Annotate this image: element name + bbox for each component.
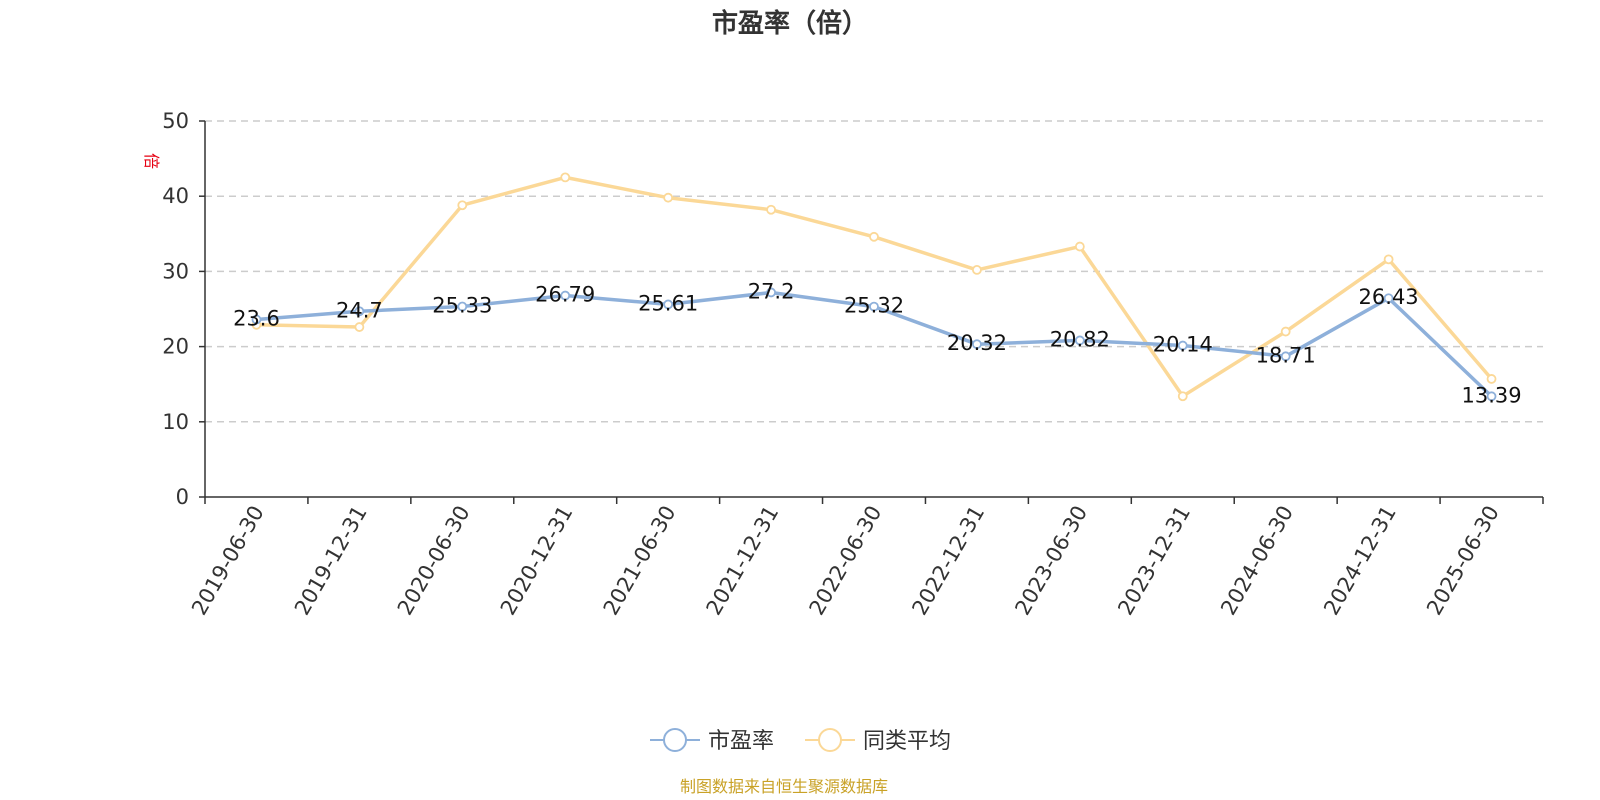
- data-label: 18.71: [1256, 343, 1316, 367]
- legend: 市盈率 同类平均: [650, 728, 951, 754]
- data-label: 25.61: [638, 291, 698, 315]
- y-tick-label: 30: [162, 259, 189, 283]
- data-point: [766, 287, 776, 298]
- data-label: 20.14: [1153, 333, 1213, 357]
- data-point: [663, 192, 674, 203]
- data-point: [560, 172, 571, 183]
- x-tick-label: 2021-06-30: [599, 502, 681, 620]
- data-point: [1383, 254, 1394, 265]
- y-tick-label: 40: [162, 184, 189, 208]
- gridlines: [205, 120, 1543, 423]
- x-tick-label: 2021-12-31: [702, 502, 784, 620]
- data-point: [1280, 351, 1291, 362]
- x-tick-label: 2022-12-31: [907, 502, 989, 620]
- x-tick-label: 2025-06-30: [1422, 502, 1504, 620]
- x-tick-label: 2023-06-30: [1010, 502, 1092, 620]
- data-point: [972, 264, 982, 275]
- y-tick-label: 50: [162, 109, 189, 133]
- source-note: 制图数据来自恒生聚源数据库: [680, 777, 888, 796]
- y-tick-label: 0: [176, 485, 189, 509]
- legend-label: 市盈率: [708, 729, 774, 754]
- data-point: [457, 301, 468, 312]
- x-tick-label: 2024-12-31: [1319, 502, 1401, 620]
- data-point: [663, 299, 674, 310]
- axes: 0 10 20 30 40 50 2019-06-30 2019-12-31 2020-06-3…: [162, 109, 1544, 620]
- data-label: 26.43: [1359, 285, 1419, 309]
- data-point: [354, 322, 365, 332]
- x-tick-label: 2020-12-31: [496, 502, 578, 620]
- data-point: [1486, 391, 1497, 402]
- legend-swatch-marker: [663, 728, 687, 752]
- x-tick-label: 2024-06-30: [1216, 502, 1298, 620]
- data-label: 25.32: [844, 294, 904, 318]
- data-point: [766, 204, 776, 215]
- chart-title: 市盈率（倍）: [712, 8, 868, 39]
- data-label: 26.79: [535, 283, 595, 307]
- data-point: [1486, 374, 1497, 384]
- data-point: [354, 306, 365, 317]
- data-point: [1280, 326, 1291, 337]
- data-point: [251, 314, 262, 325]
- y-axis-unit-label: 倍: [142, 153, 161, 169]
- x-tick-label: 2020-06-30: [393, 502, 475, 620]
- data-label: 13.39: [1461, 383, 1521, 407]
- data-label: 25.33: [432, 294, 492, 318]
- data-labels: 23.6 24.7 25.33 26.79 25.61 27.2 25.32 20.32 20.…: [233, 279, 1522, 407]
- data-point: [1074, 241, 1085, 252]
- x-tick-label: 2022-06-30: [805, 502, 887, 620]
- data-point: [869, 231, 879, 242]
- y-tick-label: 20: [162, 335, 189, 359]
- x-tick-label: 2019-06-30: [187, 502, 269, 620]
- legend-swatch-marker: [818, 728, 842, 752]
- data-label: 20.82: [1050, 327, 1110, 351]
- series-points: [251, 172, 1497, 402]
- data-point: [869, 301, 879, 312]
- data-point: [1383, 293, 1394, 304]
- x-tick-label: 2019-12-31: [290, 502, 372, 620]
- data-point: [457, 200, 468, 211]
- x-tick-label: 2023-12-31: [1113, 502, 1195, 620]
- data-label: 27.2: [748, 279, 795, 303]
- data-label: 24.7: [336, 298, 383, 322]
- data-point: [1177, 391, 1188, 402]
- data-label: 20.32: [947, 331, 1007, 355]
- data-point: [560, 290, 571, 301]
- data-point: [1074, 335, 1085, 346]
- data-point: [972, 339, 982, 350]
- legend-label: 同类平均: [863, 729, 951, 754]
- data-label: 23.6: [233, 307, 280, 331]
- data-point: [1177, 340, 1188, 351]
- y-tick-label: 10: [162, 410, 189, 434]
